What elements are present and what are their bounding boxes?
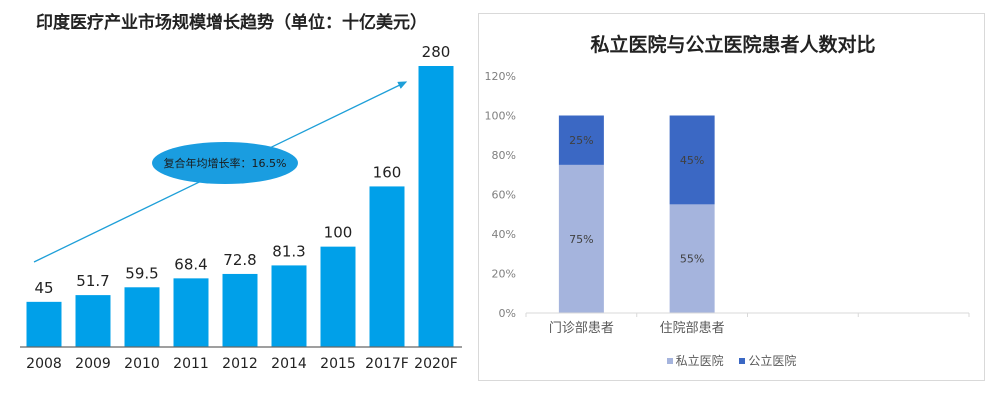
x-tick-label-0: 门诊部患者 <box>549 321 614 336</box>
x-tick-label-2015: 2015 <box>320 356 356 372</box>
data-label-2015: 100 <box>324 224 353 242</box>
bar-segment-public-0 <box>558 115 604 165</box>
bar-2010 <box>124 287 160 347</box>
y-tick-label-60: 60% <box>492 189 516 202</box>
cagr-ellipse <box>152 142 298 184</box>
chart-title: 印度医疗产业市场规模增长趋势（单位：十亿美元） <box>36 12 427 33</box>
x-tick-label-1: 住院部患者 <box>660 321 725 336</box>
data-label-2020F: 280 <box>422 43 451 61</box>
bar-segment-public-1 <box>669 115 715 205</box>
data-label-public-1: 45% <box>680 154 704 167</box>
market-size-chart: 印度医疗产业市场规模增长趋势（单位：十亿美元） 45 51.7 59.5 68.4 72… <box>20 12 462 372</box>
legend-label-public: 公立医院 <box>748 354 797 368</box>
data-label-2012: 72.8 <box>223 251 256 269</box>
bar-2015 <box>320 246 356 347</box>
bar-2011 <box>173 278 209 347</box>
legend-swatch-public <box>739 357 746 364</box>
x-tick-label-2008: 2008 <box>26 356 62 372</box>
bar-2012 <box>222 273 258 347</box>
y-tick-label-20: 20% <box>492 268 516 281</box>
bar-2009 <box>75 295 111 347</box>
data-label-2011: 68.4 <box>174 255 207 273</box>
y-tick-label-120: 120% <box>485 70 516 83</box>
x-tick-label-2011: 2011 <box>173 356 209 372</box>
y-tick-label-0: 0% <box>499 307 516 320</box>
data-label-2009: 51.7 <box>76 272 109 290</box>
data-label-private-1: 55% <box>680 253 704 266</box>
bar-segment-private-1 <box>669 204 715 313</box>
bar-2017F <box>369 186 405 347</box>
x-tick-label-2012: 2012 <box>222 356 258 372</box>
data-label-private-0: 75% <box>569 233 593 246</box>
legend-label-private: 私立医院 <box>675 354 724 368</box>
patient-comparison-panel: 私立医院与公立医院患者人数对比 0% 20% 40% 60% 80% 100% 120% 7… <box>478 13 985 381</box>
cagr-label: 复合年均增长率：16.5% <box>164 156 287 170</box>
legend-item-public: 公立医院 <box>739 352 796 369</box>
x-tick-label-2009: 2009 <box>75 356 111 372</box>
x-tick-label-2014: 2014 <box>271 356 307 372</box>
bar-2008 <box>26 301 62 347</box>
patient-comparison-chart: 私立医院与公立医院患者人数对比 0% 20% 40% 60% 80% 100% 120% 7… <box>485 33 970 336</box>
y-tick-label-40: 40% <box>492 228 516 241</box>
legend-item-private: 私立医院 <box>666 352 724 369</box>
legend-swatch-private <box>666 357 673 364</box>
data-label-2017F: 160 <box>373 163 402 181</box>
x-tick-label-2010: 2010 <box>124 356 160 372</box>
y-tick-label-80: 80% <box>492 149 516 162</box>
y-tick-label-100: 100% <box>485 110 516 123</box>
data-label-public-0: 25% <box>569 134 593 147</box>
data-label-2010: 59.5 <box>125 264 158 282</box>
bar-2014 <box>271 265 307 347</box>
x-tick-label-2017F: 2017F <box>365 356 409 372</box>
data-label-2008: 45 <box>34 279 53 297</box>
x-tick-label-2020F: 2020F <box>414 356 458 372</box>
legend: 私立医院 公立医院 <box>479 352 984 369</box>
chart-title: 私立医院与公立医院患者人数对比 <box>590 33 875 56</box>
data-label-2014: 81.3 <box>272 242 305 260</box>
bar-2020F <box>418 66 454 347</box>
bar-segment-private-0 <box>558 164 604 313</box>
